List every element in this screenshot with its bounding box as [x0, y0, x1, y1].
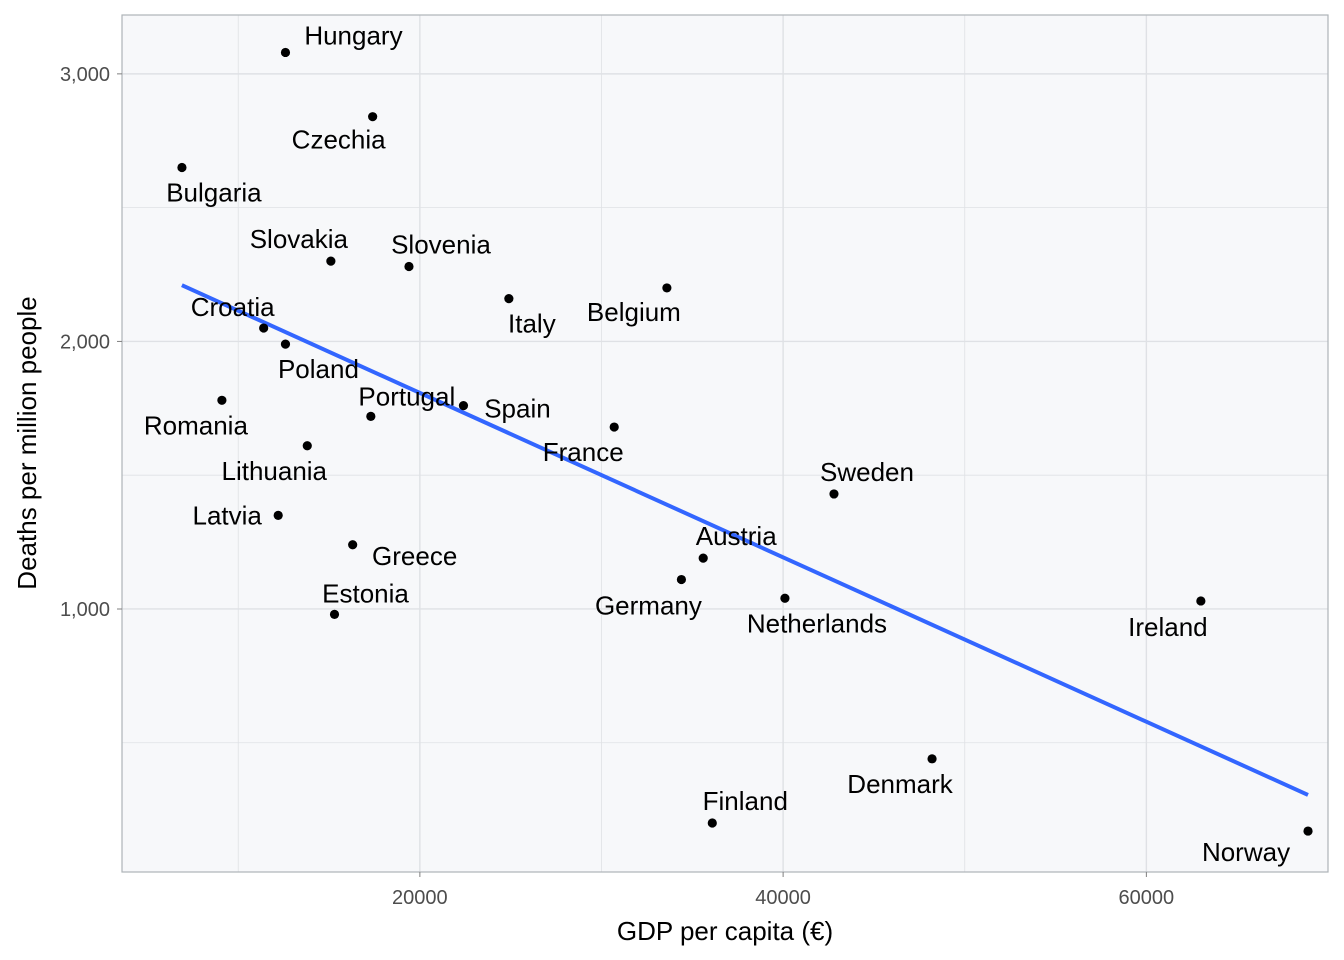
point-label-germany: Germany [595, 591, 702, 621]
point-greece [348, 540, 358, 550]
point-label-poland: Poland [278, 354, 359, 384]
plot-background [122, 15, 1328, 872]
x-axis: 20000 40000 60000 [392, 872, 1174, 909]
x-tick-label-0: 20000 [392, 887, 448, 909]
y-tick-label-2: 3,000 [60, 64, 110, 86]
point-label-greece: Greece [372, 541, 457, 571]
point-label-slovenia: Slovenia [391, 230, 491, 260]
point-label-bulgaria: Bulgaria [166, 178, 262, 208]
point-croatia [259, 323, 269, 333]
point-label-romania: Romania [144, 410, 249, 440]
point-label-finland: Finland [703, 786, 788, 816]
point-slovakia [326, 256, 336, 266]
point-label-denmark: Denmark [847, 769, 953, 799]
y-tick-label-0: 1,000 [60, 599, 110, 621]
point-netherlands [780, 593, 790, 603]
point-austria [698, 553, 708, 563]
y-axis-title: Deaths per million people [12, 296, 42, 589]
point-label-lithuania: Lithuania [221, 456, 327, 486]
point-label-norway: Norway [1202, 837, 1290, 867]
point-finland [707, 818, 717, 828]
x-axis-title: GDP per capita (€) [617, 916, 833, 946]
plot-border [121, 14, 1329, 873]
point-label-hungary: Hungary [304, 20, 402, 50]
point-label-ireland: Ireland [1128, 612, 1208, 642]
point-denmark [927, 754, 937, 764]
point-belgium [662, 283, 672, 293]
point-label-estonia: Estonia [322, 578, 409, 608]
point-label-portugal: Portugal [358, 381, 455, 411]
point-estonia [329, 609, 340, 619]
point-label-sweden: Sweden [820, 457, 914, 487]
point-spain [458, 401, 469, 411]
point-label-belgium: Belgium [587, 297, 681, 327]
y-axis: 1,000 2,000 3,000 [60, 64, 122, 621]
point-label-slovakia: Slovakia [250, 224, 349, 254]
point-sweden [829, 489, 839, 499]
point-label-spain: Spain [484, 394, 551, 424]
trend-line [181, 283, 1309, 797]
point-lithuania [302, 441, 312, 451]
point-label-latvia: Latvia [193, 500, 263, 530]
point-bulgaria [177, 162, 187, 173]
point-latvia [273, 510, 283, 520]
point-labels: Hungary Czechia Bulgaria Slovakia Slovenia It… [144, 20, 1290, 867]
x-tick-label-1: 40000 [755, 887, 811, 909]
point-label-netherlands: Netherlands [747, 608, 887, 638]
point-label-austria: Austria [696, 521, 777, 551]
point-germany [676, 574, 687, 585]
point-france [609, 422, 619, 432]
data-points [177, 47, 1313, 836]
point-label-czechia: Czechia [292, 125, 386, 155]
x-tick-label-2: 60000 [1119, 887, 1175, 909]
point-label-france: France [543, 437, 624, 467]
point-portugal [366, 411, 376, 421]
point-label-croatia: Croatia [191, 292, 275, 322]
point-hungary [280, 47, 291, 58]
point-norway [1303, 826, 1313, 836]
point-italy [504, 294, 514, 304]
major-grid [122, 15, 1328, 872]
point-romania [217, 395, 227, 405]
point-slovenia [404, 261, 414, 272]
point-label-italy: Italy [508, 309, 556, 339]
point-czechia [368, 112, 378, 122]
point-poland [280, 339, 291, 349]
point-ireland [1196, 596, 1206, 606]
y-tick-label-1: 2,000 [60, 331, 110, 353]
